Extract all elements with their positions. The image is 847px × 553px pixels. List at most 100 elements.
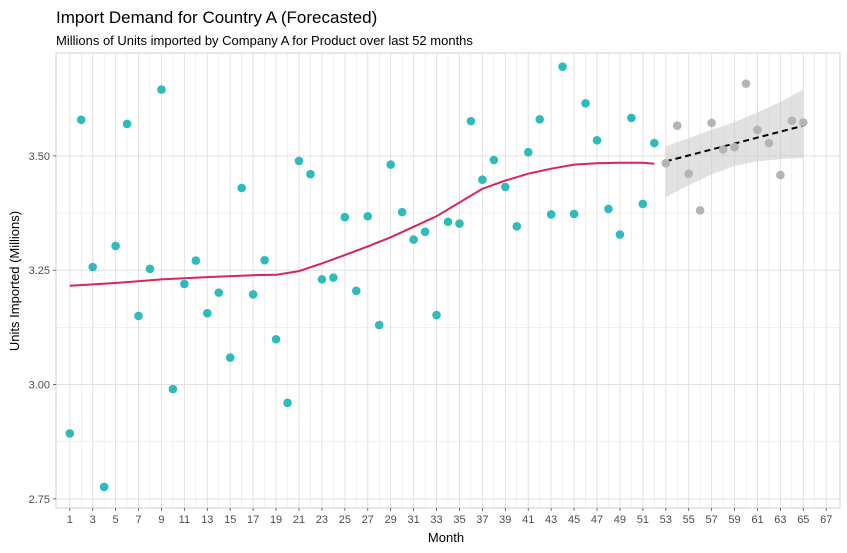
x-tick-label: 1	[67, 514, 73, 526]
x-tick-label: 35	[453, 514, 465, 526]
observed-point	[397, 207, 407, 217]
observed-point	[340, 212, 350, 222]
observed-point	[615, 230, 625, 239]
observed-point	[604, 204, 613, 214]
smooth-path	[69, 161, 655, 287]
observed-point	[202, 308, 212, 318]
observed-point	[558, 62, 567, 72]
observed-point	[317, 275, 327, 284]
observed-point	[501, 182, 510, 192]
observed-point	[111, 241, 120, 251]
observed-point	[157, 85, 166, 94]
forecast-point	[718, 145, 728, 154]
observed-point	[306, 169, 315, 179]
x-tick-label: 53	[660, 514, 672, 526]
x-tick-label: 25	[339, 514, 351, 526]
y-tick-label: 3.50	[29, 151, 50, 163]
observed-point	[134, 311, 143, 321]
observed-point	[650, 138, 659, 148]
observed-point	[443, 217, 453, 227]
x-tick-label: 7	[135, 514, 141, 526]
observed-point	[466, 116, 476, 126]
observed-point	[569, 209, 579, 219]
observed-point	[432, 310, 441, 320]
x-tick-label: 51	[637, 514, 649, 526]
x-tick-label: 37	[476, 514, 488, 526]
observed-point	[65, 429, 75, 438]
observed-point	[122, 119, 132, 129]
x-axis-ticks: 1 3 5 7 9 11 13 15 17 19 21 23 25 27 29 31 33 35 37 39 41 43 4…	[67, 508, 832, 526]
observed-point	[237, 183, 246, 193]
x-tick-label: 23	[316, 514, 328, 526]
x-tick-label: 33	[430, 514, 442, 526]
observed-point	[191, 256, 201, 265]
observed-point	[248, 290, 258, 299]
observed-point	[592, 136, 602, 145]
observed-point	[352, 286, 361, 296]
x-tick-label: 31	[407, 514, 419, 526]
observed-point	[478, 175, 487, 184]
forecast-point	[672, 121, 682, 131]
observed-point	[523, 147, 533, 157]
observed-point	[638, 199, 648, 209]
observed-point	[225, 353, 235, 362]
x-tick-label: 49	[614, 514, 626, 526]
x-tick-label: 15	[224, 514, 236, 526]
observed-point	[420, 227, 430, 237]
forecast-point	[741, 79, 751, 88]
observed-point	[88, 262, 97, 272]
y-tick-label: 3.25	[29, 265, 50, 277]
observed-point	[455, 219, 464, 228]
x-tick-label: 63	[774, 514, 786, 526]
forecast-point	[695, 206, 705, 215]
observed-point	[627, 113, 636, 123]
smooth-line	[69, 161, 655, 287]
forecast-point	[787, 116, 797, 125]
forecast-point	[730, 142, 739, 152]
observed-point	[214, 288, 224, 297]
x-tick-label: 29	[385, 514, 397, 526]
x-tick-label: 47	[591, 514, 603, 526]
data-points	[65, 62, 808, 492]
x-tick-label: 27	[362, 514, 374, 526]
x-tick-label: 59	[728, 514, 740, 526]
observed-point	[145, 264, 155, 274]
observed-point	[294, 156, 304, 166]
observed-point	[363, 211, 373, 221]
observed-point	[581, 99, 590, 108]
observed-point	[386, 160, 395, 169]
x-tick-label: 57	[706, 514, 718, 526]
x-tick-label: 5	[113, 514, 119, 526]
observed-point	[99, 482, 109, 492]
forecast-point	[707, 118, 716, 128]
x-tick-label: 43	[545, 514, 557, 526]
x-tick-label: 13	[201, 514, 213, 526]
observed-point	[546, 210, 556, 219]
y-tick-label: 3.00	[29, 380, 50, 392]
x-tick-label: 55	[683, 514, 695, 526]
observed-point	[374, 320, 384, 330]
observed-point	[76, 115, 86, 125]
x-axis-title: Month	[428, 530, 464, 545]
observed-point	[260, 255, 269, 265]
forecast-point	[753, 125, 762, 135]
observed-point	[535, 115, 544, 124]
observed-point	[329, 273, 338, 282]
x-tick-label: 19	[270, 514, 282, 526]
observed-point	[180, 279, 189, 289]
x-tick-label: 41	[522, 514, 534, 526]
y-axis-ticks: 2.75 3.00 3.25 3.50	[29, 151, 56, 506]
forecast-point	[764, 138, 774, 148]
forecast-point	[799, 118, 808, 127]
chart-subtitle: Millions of Units imported by Company A …	[56, 33, 473, 48]
observed-point	[283, 398, 292, 408]
observed-point	[489, 155, 499, 165]
plot-panel	[55, 52, 841, 509]
x-tick-label: 9	[158, 514, 164, 526]
observed-point	[168, 384, 178, 394]
y-tick-label: 2.75	[29, 494, 50, 506]
x-tick-label: 17	[247, 514, 259, 526]
observed-point	[409, 235, 418, 244]
x-tick-label: 65	[797, 514, 809, 526]
